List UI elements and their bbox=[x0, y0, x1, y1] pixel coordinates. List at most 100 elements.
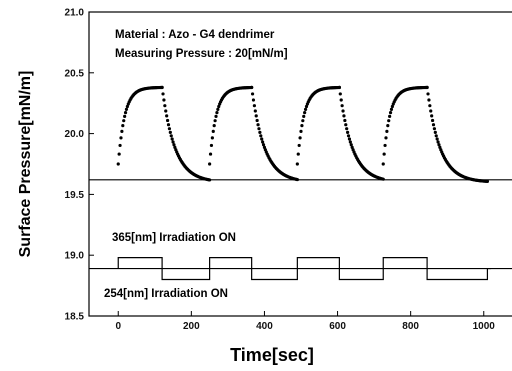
data-point bbox=[348, 140, 352, 144]
data-point bbox=[426, 92, 430, 96]
data-point bbox=[390, 104, 394, 109]
irradiation-signal bbox=[89, 257, 512, 281]
data-point bbox=[432, 127, 437, 131]
signal-step-line bbox=[117, 257, 492, 281]
data-point bbox=[385, 129, 389, 133]
data-point bbox=[346, 130, 350, 134]
data-point bbox=[122, 119, 126, 123]
x-axis-title: Time[sec] bbox=[230, 345, 314, 365]
data-point bbox=[167, 127, 172, 131]
data-point bbox=[388, 114, 392, 118]
data-point bbox=[123, 111, 128, 115]
data-point bbox=[164, 109, 168, 113]
data-point bbox=[431, 123, 436, 127]
data-point bbox=[216, 107, 220, 111]
data-point bbox=[384, 136, 388, 140]
data-point bbox=[171, 140, 175, 144]
data-point bbox=[338, 92, 342, 96]
data-point bbox=[211, 129, 215, 133]
data-point bbox=[250, 92, 255, 96]
data-point bbox=[121, 124, 125, 128]
data-point bbox=[303, 111, 307, 115]
data-point bbox=[116, 162, 120, 166]
data-point bbox=[382, 152, 386, 156]
y-tick-label: 19.5 bbox=[65, 190, 85, 201]
data-point bbox=[342, 114, 346, 118]
data-point bbox=[430, 114, 434, 118]
data-point bbox=[260, 137, 264, 141]
data-point bbox=[170, 137, 174, 141]
data-point bbox=[298, 136, 302, 140]
data-point bbox=[295, 162, 299, 166]
data-point bbox=[208, 178, 212, 182]
data-point bbox=[434, 134, 438, 138]
data-point bbox=[436, 140, 440, 144]
data-point bbox=[261, 143, 266, 147]
data-point bbox=[485, 179, 490, 183]
data-point bbox=[349, 143, 353, 147]
data-point bbox=[212, 124, 216, 128]
data-point bbox=[120, 129, 124, 133]
data-point bbox=[117, 152, 121, 156]
data-point bbox=[300, 124, 304, 128]
y-tick-label: 18.5 bbox=[65, 312, 85, 323]
data-point bbox=[303, 107, 308, 111]
data-point bbox=[425, 85, 429, 89]
data-point bbox=[261, 140, 265, 144]
data-point bbox=[339, 98, 343, 102]
data-point bbox=[163, 104, 167, 108]
data-point bbox=[383, 143, 387, 148]
data-point bbox=[250, 85, 254, 89]
data-point bbox=[430, 118, 435, 123]
data-point bbox=[213, 119, 217, 123]
data-point bbox=[125, 104, 129, 109]
y-axis-title: Surface Pressure[mN/m] bbox=[17, 71, 34, 258]
y-axis: 18.5 19.0 19.5 20.0 20.5 21.0 bbox=[65, 8, 94, 323]
data-point bbox=[119, 136, 123, 140]
data-point bbox=[302, 114, 306, 118]
data-point bbox=[161, 92, 165, 96]
data-point bbox=[256, 123, 260, 127]
data-point bbox=[296, 152, 300, 156]
pressure-annotation: Measuring Pressure : 20[mN/m] bbox=[115, 48, 288, 60]
data-point bbox=[210, 136, 214, 140]
data-point bbox=[168, 130, 172, 134]
data-point bbox=[345, 127, 349, 131]
y-tick-label: 20.5 bbox=[65, 68, 85, 79]
x-tick-label: 400 bbox=[256, 321, 273, 332]
data-point bbox=[118, 143, 122, 148]
data-point bbox=[123, 114, 127, 118]
data-point bbox=[160, 85, 164, 89]
data-point bbox=[438, 145, 442, 149]
data-point bbox=[162, 98, 166, 102]
data-point bbox=[253, 109, 257, 113]
data-point bbox=[428, 104, 432, 108]
data-point bbox=[341, 109, 345, 113]
data-point bbox=[257, 127, 261, 131]
data-point bbox=[387, 119, 391, 123]
data-point bbox=[251, 98, 256, 102]
data-point bbox=[215, 111, 219, 115]
data-point bbox=[297, 143, 301, 148]
data-point bbox=[252, 104, 256, 108]
data-point bbox=[340, 104, 344, 108]
data-point bbox=[217, 104, 221, 109]
x-tick-label: 800 bbox=[402, 321, 419, 332]
data-point bbox=[437, 143, 441, 147]
uv254-annotation: 254[nm] Irradiation ON bbox=[104, 288, 228, 300]
data-point bbox=[427, 98, 431, 102]
data-point bbox=[173, 145, 177, 149]
y-tick-label: 21.0 bbox=[65, 8, 85, 19]
y-tick-label: 20.0 bbox=[65, 129, 85, 140]
data-point bbox=[254, 114, 258, 118]
data-point bbox=[429, 109, 433, 113]
x-tick-label: 0 bbox=[115, 321, 121, 332]
x-tick-label: 600 bbox=[329, 321, 346, 332]
data-point bbox=[350, 145, 354, 149]
data-point bbox=[169, 134, 173, 138]
y-tick-label: 19.0 bbox=[65, 251, 85, 262]
data-point bbox=[255, 118, 259, 123]
data-point bbox=[301, 119, 305, 123]
x-tick-label: 200 bbox=[183, 321, 200, 332]
data-point bbox=[258, 130, 262, 134]
